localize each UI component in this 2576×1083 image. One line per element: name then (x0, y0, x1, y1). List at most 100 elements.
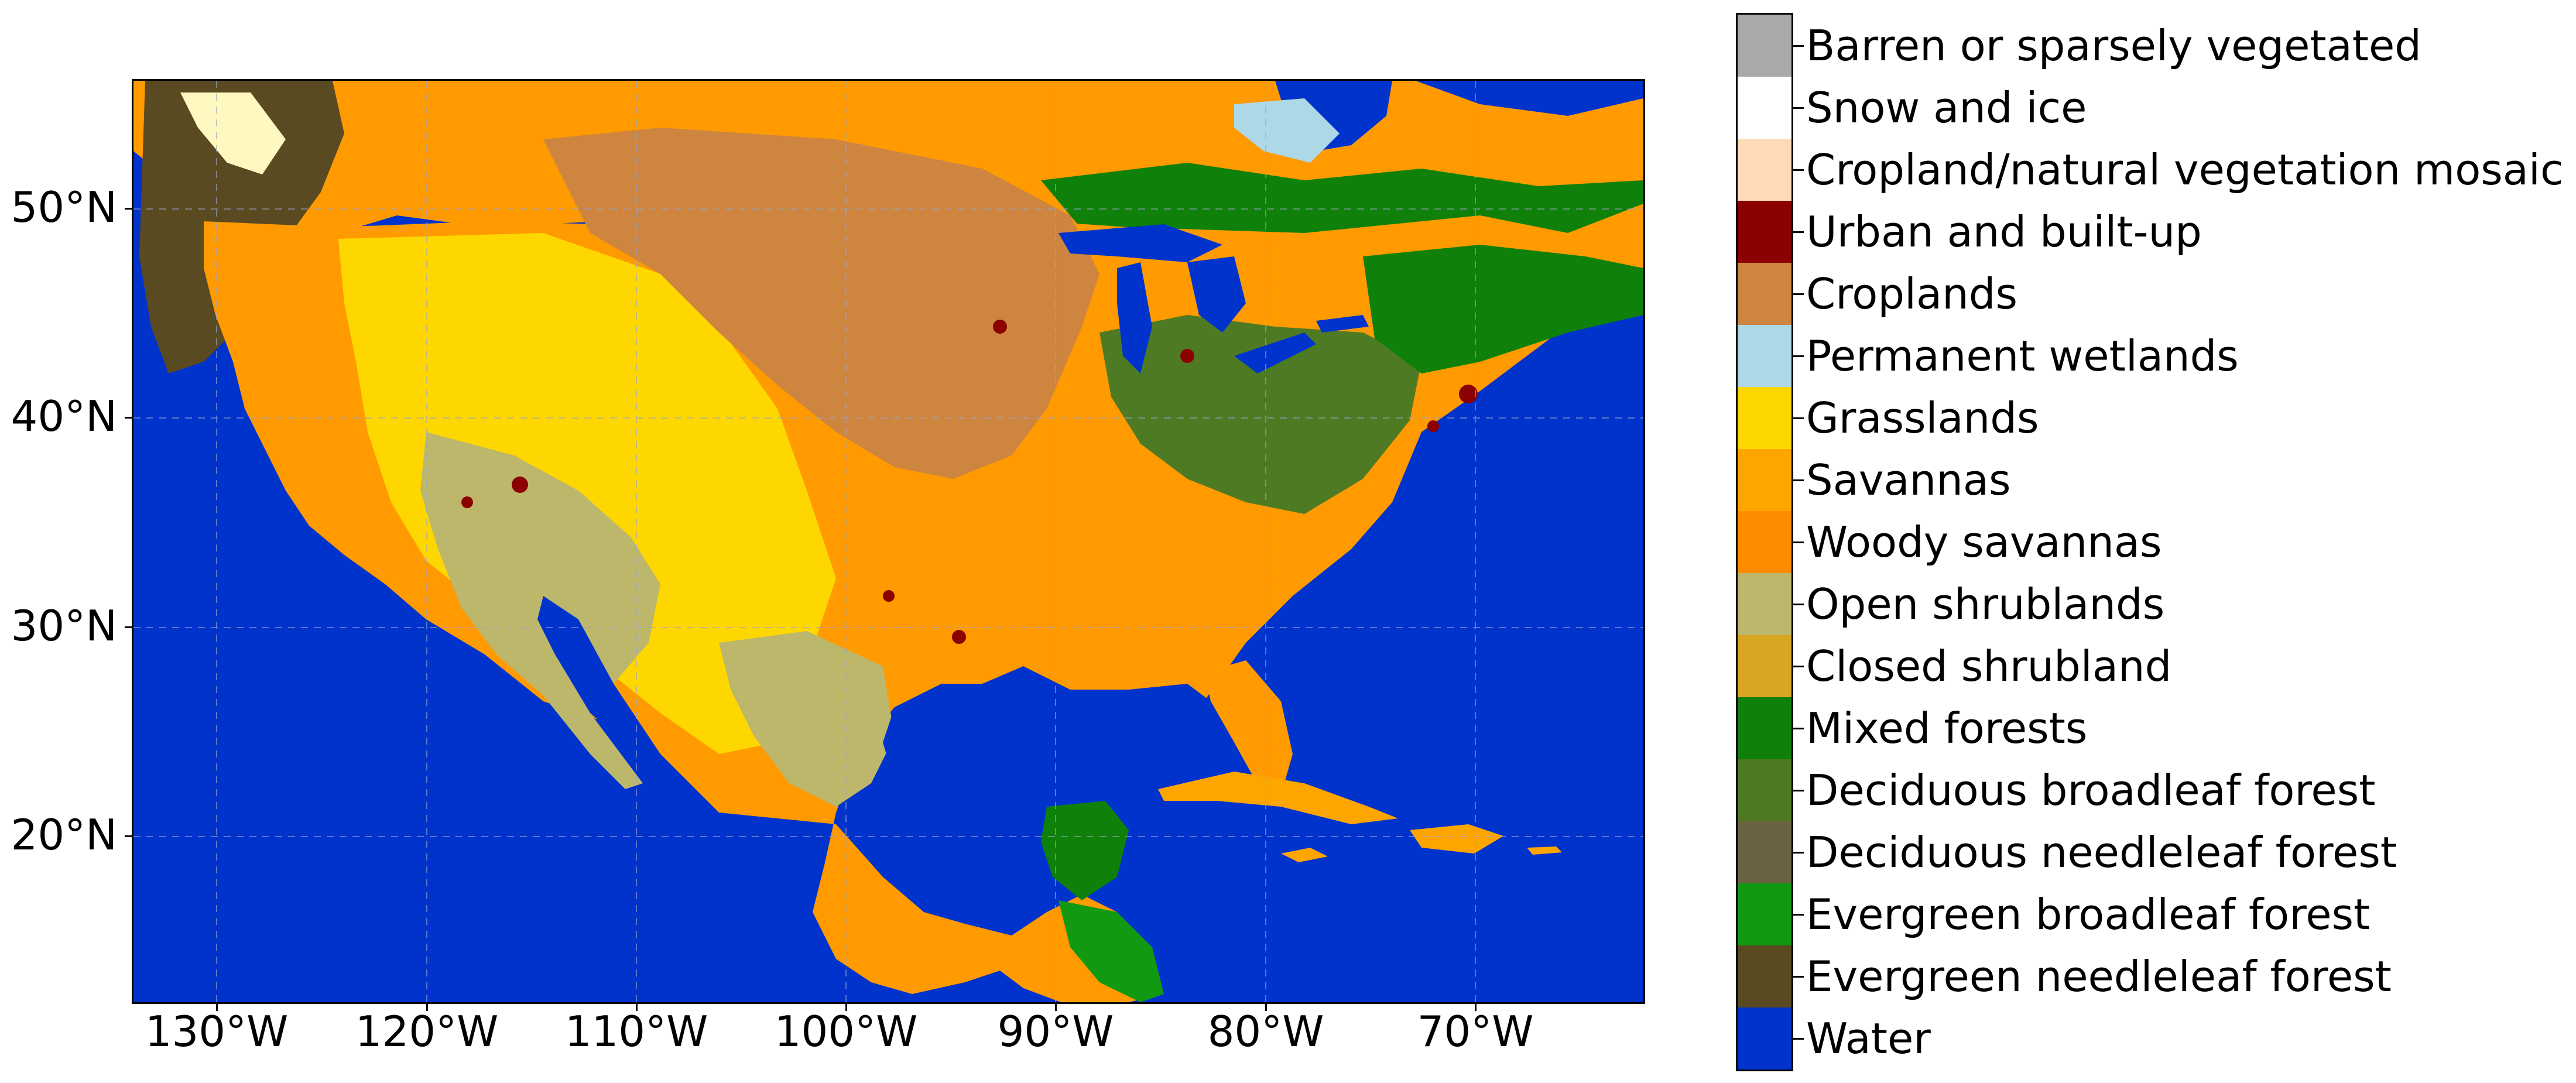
colorbar-label: Deciduous needleleaf forest (1806, 828, 2397, 877)
lat-label-20n: 20°N (11, 810, 117, 859)
deciduous-east (1099, 315, 1421, 514)
colorbar-swatch (1738, 325, 1791, 387)
baja-peninsula (491, 584, 643, 789)
colorbar-tick (1793, 790, 1804, 791)
lon-tick-mark (1475, 1004, 1477, 1011)
lake-michigan (1117, 262, 1152, 373)
lat-tick-mark (125, 835, 132, 837)
shrublands-southwest (420, 432, 660, 713)
lake-superior (1059, 224, 1222, 262)
lake-ontario (1316, 315, 1369, 333)
map-canvas (133, 81, 1643, 1002)
colorbar-label: Savannas (1806, 455, 2011, 505)
colorbar-label: Open shrublands (1806, 580, 2165, 629)
lat-tick-mark (125, 626, 132, 628)
lon-label-90w: 90°W (997, 1007, 1114, 1056)
lat-tick-mark (125, 417, 132, 419)
lat-label-50n: 50°N (11, 183, 117, 232)
wetlands-north (1234, 98, 1340, 163)
urban-area (993, 320, 1007, 334)
shrublands-mexico (719, 631, 895, 807)
lat-tick-mark (125, 208, 132, 210)
colorbar-tick (1793, 604, 1804, 605)
lat-label-40n: 40°N (11, 392, 117, 441)
colorbar-tick (1793, 728, 1804, 729)
lon-tick-mark (1055, 1004, 1057, 1011)
lon-tick-mark (216, 1004, 218, 1011)
urban-area (461, 496, 473, 508)
gulf-of-california (537, 596, 660, 754)
colorbar-label: Snow and ice (1806, 83, 2087, 132)
colorbar-label: Mixed forests (1806, 704, 2088, 753)
colorbar-swatch (1738, 573, 1791, 635)
puerto-rico (1527, 846, 1562, 855)
lon-label-120w: 120°W (355, 1007, 499, 1056)
james-bay (1416, 81, 1643, 116)
colorbar-label: Permanent wetlands (1806, 331, 2239, 381)
colorbar-label: Cropland/natural vegetation mosaic (1806, 145, 2564, 194)
yucatan (1041, 801, 1129, 900)
colorbar-swatch (1738, 635, 1791, 697)
colorbar-tick (1793, 293, 1804, 295)
colorbar-label: Croplands (1806, 269, 2018, 318)
colorbar-tick (1793, 417, 1804, 419)
urban-area (1180, 349, 1194, 363)
colorbar-swatch (1738, 139, 1791, 201)
croplands-midwest (543, 128, 1099, 479)
lon-label-70w: 70°W (1417, 1007, 1534, 1056)
colorbar-tick (1793, 355, 1804, 357)
grasslands-west (338, 233, 836, 754)
colorbar-label: Grasslands (1806, 393, 2039, 443)
colorbar-swatch (1738, 511, 1791, 573)
colorbar-label: Closed shrubland (1806, 642, 2172, 691)
central-america (1059, 900, 1164, 1002)
colorbar-swatch (1738, 449, 1791, 511)
lake-huron (1187, 256, 1246, 333)
colorbar-tick (1793, 45, 1804, 47)
gulf-of-mexico (883, 684, 1234, 848)
urban-area (1427, 420, 1439, 432)
urban-area (883, 590, 895, 602)
colorbar-tick (1793, 1038, 1804, 1040)
urban-area (1459, 385, 1478, 403)
mixed-forest-northeast (1363, 245, 1643, 373)
colorbar-swatch (1738, 201, 1791, 263)
colorbar-label: Evergreen needleleaf forest (1806, 952, 2392, 1001)
colorbar-tick (1793, 914, 1804, 916)
colorbar-tick (1793, 852, 1804, 854)
colorbar-tick (1793, 976, 1804, 978)
colorbar-swatch (1738, 387, 1791, 449)
colorbar-swatch (1738, 15, 1791, 77)
colorbar-tick (1793, 169, 1804, 171)
rockies-snow (180, 92, 286, 174)
colorbar-tick (1793, 479, 1804, 481)
urban-area (952, 630, 966, 644)
lat-label-30n: 30°N (11, 601, 117, 650)
colorbar-label: Barren or sparsely vegetated (1806, 21, 2421, 70)
colorbar-swatch (1738, 697, 1791, 759)
urban-area (512, 477, 528, 493)
colorbar-swatch (1738, 883, 1791, 945)
colorbar-label: Deciduous broadleaf forest (1806, 766, 2376, 815)
colorbar-tick (1793, 666, 1804, 667)
colorbar-tick (1793, 542, 1804, 543)
colorbar-swatch (1738, 1007, 1791, 1070)
lon-label-130w: 130°W (145, 1007, 289, 1056)
land-cover-map (132, 79, 1645, 1004)
lon-label-110w: 110°W (564, 1007, 708, 1056)
florida (1205, 660, 1293, 795)
gridlines (133, 81, 1643, 1002)
cuba (1158, 772, 1398, 824)
lon-label-80w: 80°W (1207, 1007, 1324, 1056)
hispaniola (1410, 824, 1503, 854)
colorbar-swatch (1738, 945, 1791, 1007)
colorbar-tick (1793, 231, 1804, 233)
jamaica (1281, 848, 1328, 862)
colorbar-swatch (1738, 77, 1791, 139)
lon-tick-mark (845, 1004, 847, 1011)
colorbar-tick (1793, 107, 1804, 109)
colorbar-label: Woody savannas (1806, 517, 2162, 567)
colorbar-swatch (1738, 821, 1791, 883)
land-cover-colorbar (1736, 13, 1793, 1071)
lon-tick-mark (636, 1004, 638, 1011)
